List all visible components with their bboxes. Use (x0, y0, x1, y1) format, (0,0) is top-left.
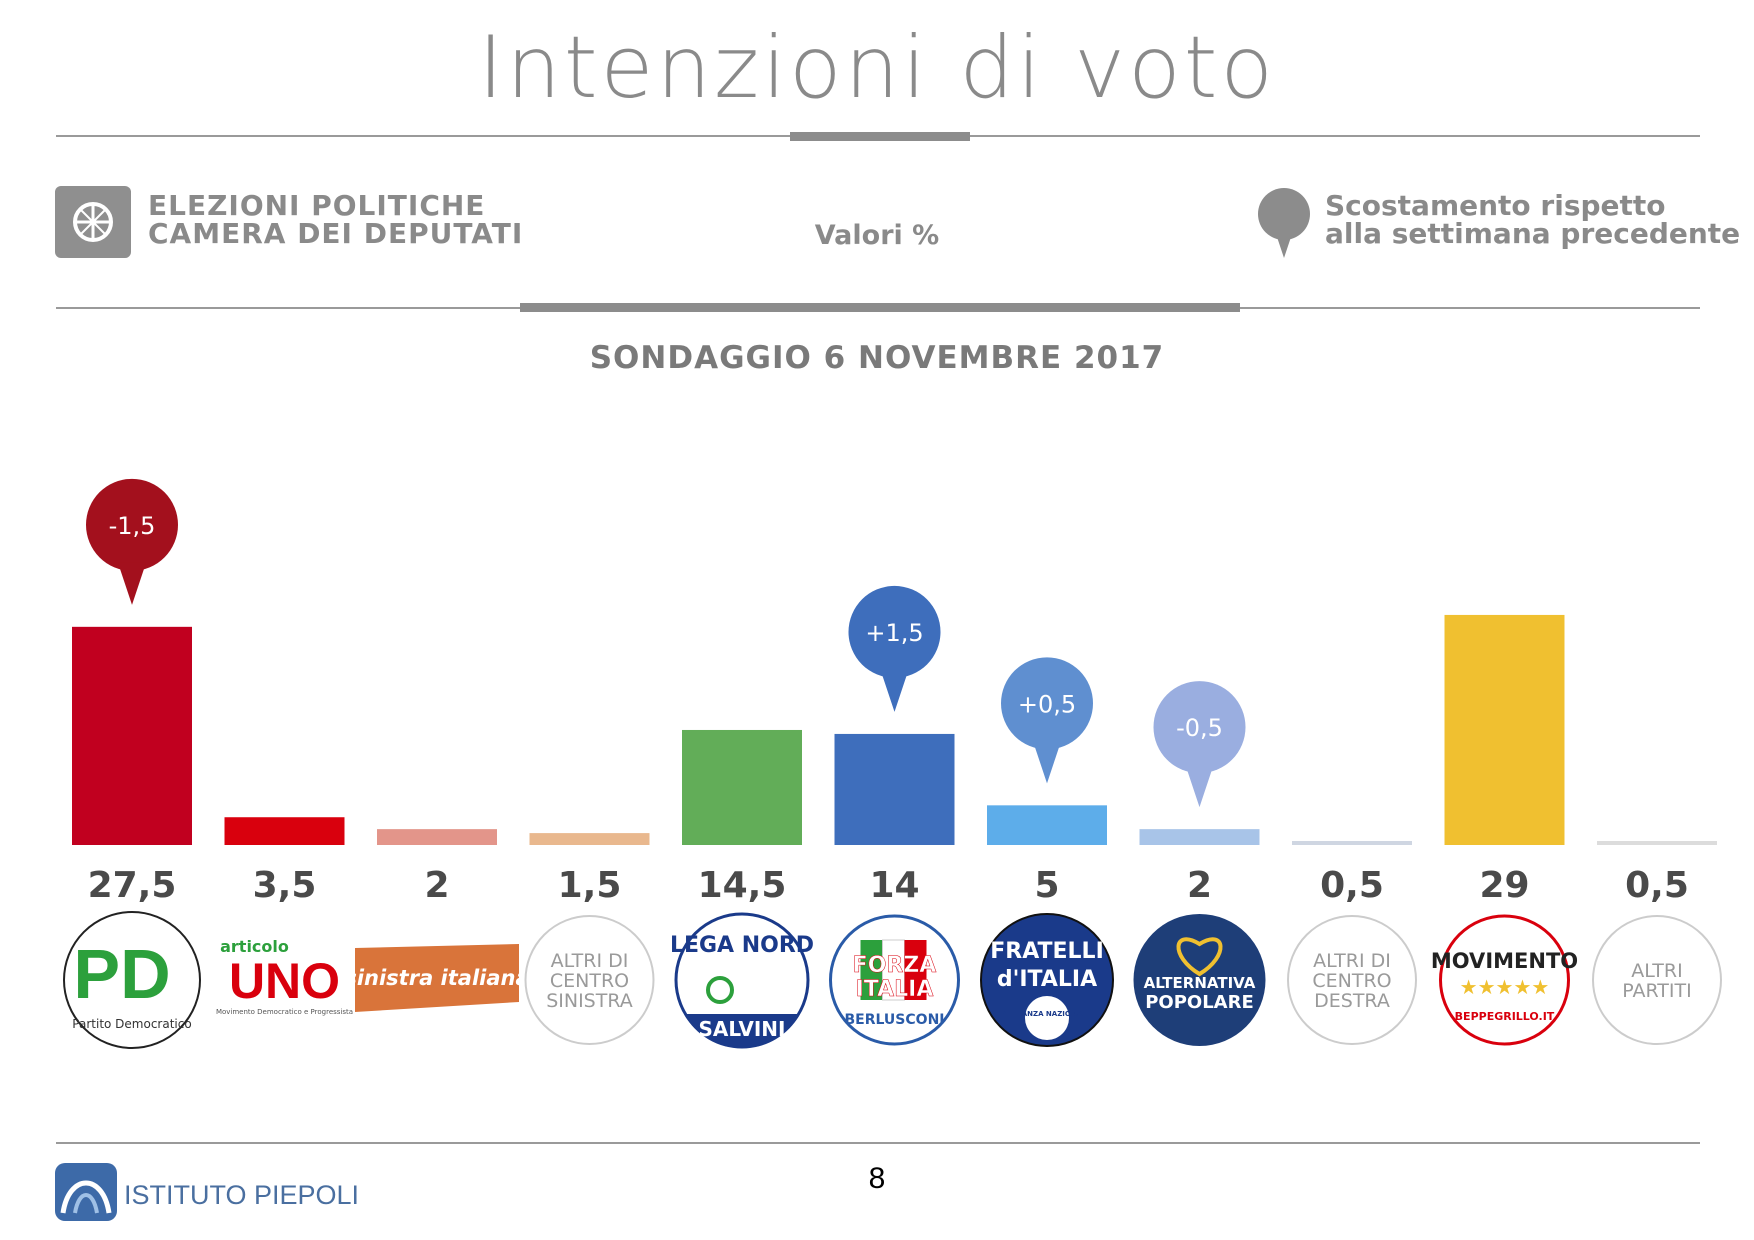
footer-org-name: ISTITUTO PIEPOLI (124, 1180, 360, 1210)
logo-text-10-0: ALTRI (1631, 960, 1682, 982)
election-type-label: ELEZIONI POLITICHE CAMERA DEI DEPUTATI (148, 192, 523, 248)
election-type-line1: ELEZIONI POLITICHE (148, 189, 486, 222)
fdi-logo-text2: d'ITALIA (997, 967, 1097, 992)
lega-logo-wheel (706, 976, 734, 1004)
logo-text-8-2: DESTRA (1314, 990, 1390, 1012)
logo-text-8-0: ALTRI DI (1313, 950, 1391, 972)
values-unit-label: Valori % (814, 220, 940, 251)
change-legend-label: Scostamento rispetto alla settimana prec… (1325, 192, 1740, 248)
parliament-icon (55, 186, 131, 258)
fdi-logo-flame-bg (1025, 996, 1069, 1040)
bar-10 (1597, 841, 1717, 845)
ap-logo (1133, 914, 1266, 1046)
bar-7 (1139, 829, 1260, 845)
change-label-3: -0,5 (1176, 714, 1223, 742)
bar-8 (1292, 841, 1412, 845)
bar-5 (834, 733, 955, 845)
si-logo-text: sinistra italiana (344, 966, 529, 990)
logo-circle-8 (1287, 915, 1417, 1045)
bar-1 (224, 817, 345, 845)
logo-text-8-1: CENTRO (1312, 970, 1391, 992)
ap-logo-text2: POPOLARE (1145, 992, 1254, 1013)
value-label-4: 14,5 (698, 865, 787, 906)
pd-logo (63, 911, 201, 1049)
uno-logo-text2: UNO (229, 953, 340, 1009)
lega-logo-text1: LEGA NORD (670, 933, 814, 958)
fi-flag-red (904, 940, 927, 1000)
change-pin-tip-3 (1185, 765, 1214, 808)
istituto-piepoli-logo (55, 1163, 117, 1225)
bar-6 (987, 805, 1107, 845)
header-divider-accent (520, 303, 1240, 312)
value-label-7: 2 (1187, 865, 1212, 906)
bar-0 (72, 626, 192, 845)
change-pin-2 (1001, 657, 1093, 750)
change-pin-tip-1 (880, 669, 909, 712)
change-pin-1 (848, 585, 941, 678)
fi-flag-green (860, 940, 883, 1000)
change-pin-tip-0 (118, 562, 146, 605)
value-label-8: 0,5 (1320, 865, 1384, 906)
election-type-line2: CAMERA DEI DEPUTATI (148, 217, 524, 250)
uno-logo-text1: articolo (220, 937, 289, 956)
logo-text-10-1: PARTITI (1622, 980, 1691, 1002)
fdi-logo-text1: FRATELLI (990, 939, 1104, 964)
fi-logo-text3: BERLUSCONI (845, 1012, 945, 1028)
m5s-logo-stars: ★★★★★ (1460, 975, 1550, 999)
m5s-logo-text1: MOVIMENTO (1431, 949, 1578, 973)
logo-circle-3 (524, 915, 655, 1045)
change-legend-line1: Scostamento rispetto (1325, 189, 1666, 222)
value-label-2: 2 (424, 865, 449, 906)
logo-text-3-0: ALTRI DI (551, 950, 629, 972)
change-pin-0 (86, 478, 178, 571)
fdi-logo-text3: ALLEANZA NAZIONALE (1003, 1010, 1092, 1018)
value-label-5: 14 (869, 865, 919, 906)
fi-logo-text2: ITALIA (856, 977, 934, 1002)
value-label-9: 29 (1479, 865, 1529, 906)
bar-4 (682, 729, 802, 845)
logo-text-3-1: CENTRO (550, 970, 629, 992)
change-label-2: +0,5 (1018, 690, 1076, 718)
value-label-6: 5 (1034, 865, 1059, 906)
value-label-1: 3,5 (253, 865, 317, 906)
fi-logo-text1: FORZA (853, 953, 937, 978)
page-title: Intenzioni di voto (477, 18, 1277, 118)
change-pin-tip-2 (1033, 741, 1061, 784)
m5s-logo-text2: BEPPEGRILLO.IT (1455, 1010, 1555, 1023)
lega-logo-text2: SALVINI (699, 1017, 786, 1041)
change-legend-line2: alla settimana precedente (1325, 217, 1741, 250)
value-label-10: 0,5 (1625, 865, 1689, 906)
logo-circle-10 (1592, 915, 1722, 1045)
bar-3 (529, 833, 650, 845)
change-pin-icon (1254, 188, 1314, 264)
bar-2 (377, 829, 497, 845)
page-number: 8 (868, 1162, 886, 1195)
pd-logo-subtext: Partito Democratico (72, 1017, 191, 1031)
m5s-logo (1439, 914, 1570, 1046)
ap-logo-text1: ALTERNATIVA (1144, 974, 1256, 992)
change-label-1: +1,5 (865, 619, 923, 647)
ap-logo-heart (1176, 937, 1223, 977)
change-label-0: -1,5 (109, 512, 156, 540)
logo-text-3-2: SINISTRA (546, 990, 633, 1012)
pd-logo-text: PD (73, 935, 170, 1013)
footer-divider (56, 1142, 1700, 1144)
fdi-logo (980, 913, 1114, 1047)
title-underline-accent (790, 132, 970, 141)
value-label-3: 1,5 (558, 865, 622, 906)
lega-logo-band (684, 1014, 800, 1049)
value-label-0: 27,5 (88, 865, 177, 906)
bar-9 (1444, 614, 1565, 845)
si-logo-bg (355, 944, 519, 1012)
change-pin-3 (1153, 681, 1246, 774)
uno-logo-text3: Movimento Democratico e Progressista (216, 1008, 353, 1016)
survey-title: SONDAGGIO 6 NOVEMBRE 2017 (589, 340, 1165, 376)
